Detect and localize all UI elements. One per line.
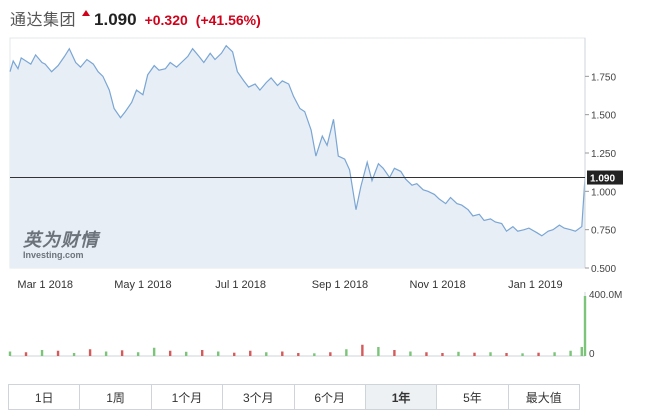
volume-bar (56, 350, 60, 356)
volume-bar (72, 353, 76, 356)
volume-bar (553, 352, 556, 356)
price-change-percent: (+41.56%) (195, 12, 261, 28)
price-line (9, 44, 586, 237)
volume-bar (297, 353, 300, 356)
price-chart[interactable]: 1.750 1.500 1.250 1.000 0.750 0.500 1.090 Mar 1… (0, 0, 645, 384)
volume-bar (473, 352, 476, 356)
volume-bar (233, 352, 236, 356)
volume-bar (441, 353, 444, 356)
volume-bar (88, 349, 92, 356)
stock-name: 通达集团 (10, 12, 77, 29)
last-price-label: 1.090 (590, 174, 615, 185)
volume-bar (120, 350, 124, 356)
watermark-en: Investing.com (23, 250, 84, 260)
y-tick-label: 1.750 (591, 72, 616, 83)
last-price-tag (587, 170, 623, 185)
volume-bar (505, 353, 508, 356)
x-tick-label: Mar 1 2018 (17, 279, 73, 291)
volume-bar (345, 349, 348, 356)
quote-header: 通达集团 1.090 +0.320 (+41.56%) (10, 6, 261, 34)
volume-bar (201, 350, 204, 356)
last-price: 1.090 (94, 10, 137, 29)
tab-1m[interactable]: 1个月 (152, 385, 224, 409)
volume-bar (249, 350, 252, 356)
volume-bar (425, 352, 428, 356)
tab-1d[interactable]: 1日 (9, 385, 81, 409)
volume-max-label: 400.0M (589, 290, 622, 301)
volume-bar (329, 352, 332, 356)
tab-6m[interactable]: 6个月 (295, 385, 366, 409)
volume-bar (583, 296, 587, 356)
y-tick-label: 1.250 (591, 149, 616, 160)
volume-bar (136, 352, 140, 356)
up-arrow-icon (82, 10, 91, 16)
volume-bar (217, 351, 220, 356)
volume-bar (152, 347, 156, 356)
volume-bar (265, 352, 268, 356)
volume-bar (24, 352, 28, 356)
investing-watermark: 英为财情 Investing.com (23, 230, 99, 260)
volume-min-label: 0 (589, 349, 595, 360)
x-tick-label: Nov 1 2018 (410, 279, 466, 291)
tab-3m[interactable]: 3个月 (223, 385, 295, 409)
watermark-cn: 英为财情 (23, 230, 99, 250)
period-tabs: 1日 1周 1个月 3个月 6个月 1年 5年 最大值 (8, 384, 580, 410)
volume-bar (104, 351, 108, 356)
volume-bar (168, 350, 172, 356)
price-change: +0.320 (144, 12, 188, 28)
volume-bar (580, 347, 583, 356)
volume-bar (569, 350, 572, 356)
volume-bar (40, 350, 44, 356)
volume-bar (489, 352, 492, 356)
x-tick-label: Jan 1 2019 (508, 279, 562, 291)
volume-bar (184, 351, 188, 356)
tab-max[interactable]: 最大值 (525, 390, 562, 405)
y-tick-label: 1.500 (591, 111, 616, 122)
x-tick-label: Sep 1 2018 (312, 279, 368, 291)
volume-bar (537, 352, 540, 356)
volume-bar (377, 347, 380, 356)
volume-bar (361, 344, 364, 356)
tab-5y[interactable]: 5年 (437, 385, 509, 409)
volume-bar (8, 351, 12, 356)
tab-1y[interactable]: 1年 (365, 385, 438, 409)
volume-bar (409, 351, 412, 356)
y-tick-label: 1.000 (591, 187, 616, 198)
volume-bar (281, 351, 284, 356)
tab-1w[interactable]: 1周 (80, 385, 152, 409)
volume-bar (457, 351, 460, 356)
x-tick-label: Jul 1 2018 (215, 279, 266, 291)
volume-bar (393, 350, 396, 356)
volume-bar (313, 353, 316, 356)
price-area (10, 45, 585, 269)
volume-bar (521, 353, 524, 356)
y-tick-label: 0.500 (591, 264, 616, 275)
y-tick-label: 0.750 (591, 226, 616, 237)
x-tick-label: May 1 2018 (114, 279, 171, 291)
